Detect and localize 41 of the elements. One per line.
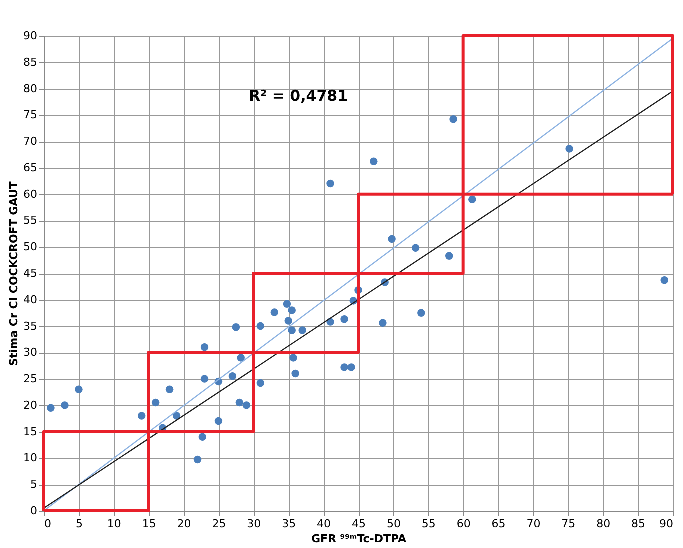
x-tick-label: 55	[422, 518, 436, 530]
y-axis-title: Stima Cr Cl COCKCROFT GAUT	[8, 181, 21, 366]
annotation: R² = 0,4781	[249, 87, 348, 105]
x-tick-label: 45	[352, 518, 366, 530]
y-tick-label: 75	[24, 108, 38, 122]
x-tick-label: 10	[107, 518, 122, 530]
x-axis-title: GFR ⁹⁹ᵐTc-DTPA	[311, 532, 408, 546]
y-tick-label: 0	[30, 504, 38, 518]
x-tick-label: 20	[177, 518, 192, 530]
y-tick-label: 85	[24, 56, 38, 69]
y-tick-label: 40	[24, 293, 38, 306]
x-tick-label: 60	[456, 518, 471, 530]
y-tick-label: 60	[24, 188, 38, 201]
x-tick-label: 85	[632, 518, 646, 530]
x-tick-label: 70	[526, 518, 541, 530]
x-tick-label: 30	[247, 518, 262, 530]
y-tick-label: 35	[24, 320, 38, 333]
y-tick-label: 80	[24, 82, 38, 96]
x-tick-label: 5	[76, 518, 83, 530]
y-tick-label: 90	[24, 30, 38, 42]
x-tick-label: 0	[44, 518, 52, 530]
y-tick-label: 50	[24, 240, 38, 254]
x-tick-label: 40	[317, 518, 332, 530]
x-tick-label: 50	[386, 518, 401, 530]
x-tick-label: 15	[142, 518, 156, 530]
y-tick-label: 5	[30, 478, 38, 492]
y-tick-label: 45	[24, 267, 38, 280]
y-tick-label: 65	[24, 161, 38, 174]
y-tick-label: 20	[24, 398, 38, 412]
y-tick-label: 30	[24, 346, 38, 360]
y-tick-label: 55	[24, 214, 38, 228]
x-tick-label: 75	[562, 518, 576, 530]
x-tick-label: 80	[596, 518, 611, 530]
y-tick-label: 10	[24, 452, 38, 465]
x-tick-label: 35	[282, 518, 296, 530]
y-tick-label: 25	[24, 372, 38, 386]
x-tick-label: 90	[660, 518, 674, 530]
x-tick-label: 65	[492, 518, 506, 530]
y-tick-label: 15	[24, 425, 38, 438]
y-tick-label: 70	[24, 135, 38, 148]
x-tick-label: 25	[212, 518, 226, 530]
